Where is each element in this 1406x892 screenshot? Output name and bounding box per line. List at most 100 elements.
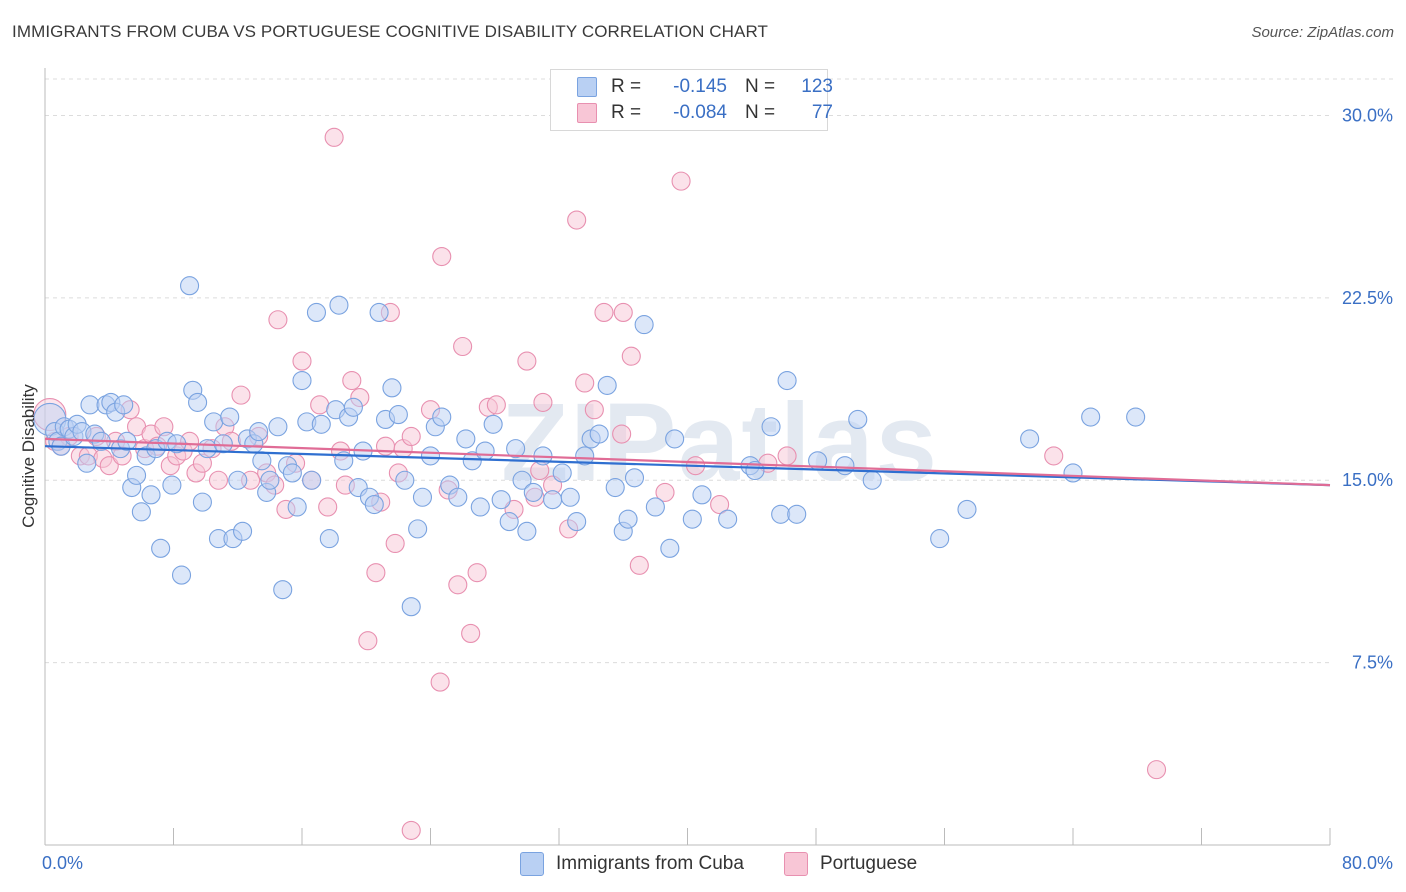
data-point-cuba <box>491 490 511 510</box>
data-point-cuba <box>162 475 182 495</box>
data-point-portuguese <box>231 385 251 405</box>
data-point-cuba <box>957 499 977 519</box>
data-point-cuba <box>127 465 147 485</box>
series-cuba-points <box>33 276 1146 617</box>
data-point-cuba <box>228 470 248 490</box>
data-point-portuguese <box>448 575 468 595</box>
data-point-portuguese <box>621 346 641 366</box>
data-point-cuba <box>575 446 595 466</box>
data-point-portuguese <box>366 563 386 583</box>
legend-item-portuguese[interactable]: Portuguese <box>784 852 917 876</box>
data-point-cuba <box>364 495 384 515</box>
data-point-cuba <box>188 392 208 412</box>
data-point-cuba <box>151 538 171 558</box>
data-point-cuba <box>517 521 537 541</box>
data-point-cuba <box>1126 407 1146 427</box>
data-point-cuba <box>77 453 97 473</box>
data-point-cuba <box>543 490 563 510</box>
data-point-portuguese <box>342 370 362 391</box>
data-point-cuba <box>388 405 408 425</box>
data-point-cuba <box>382 378 402 398</box>
data-point-cuba <box>787 504 807 524</box>
data-point-portuguese <box>613 302 633 322</box>
data-point-portuguese <box>401 820 421 840</box>
data-point-cuba <box>180 276 200 296</box>
data-point-cuba <box>141 485 161 505</box>
data-point-portuguese <box>710 495 730 515</box>
y-axis-label: Cognitive Disability <box>19 384 38 528</box>
data-point-cuba <box>506 439 526 459</box>
data-point-cuba <box>260 470 280 490</box>
data-point-cuba <box>499 512 519 532</box>
data-point-cuba <box>343 397 363 417</box>
data-point-cuba <box>171 565 192 585</box>
data-point-cuba <box>80 395 100 415</box>
data-point-portuguese <box>467 563 487 583</box>
data-point-cuba <box>302 470 322 490</box>
data-point-portuguese <box>461 623 481 643</box>
data-point-cuba <box>268 417 288 437</box>
data-point-cuba <box>197 439 217 459</box>
data-point-cuba <box>220 407 240 427</box>
data-point-portuguese <box>629 555 649 575</box>
data-point-portuguese <box>533 392 553 412</box>
data-point-cuba <box>213 434 233 454</box>
legend-row-cuba: R = -0.145 N = 123 <box>577 75 833 99</box>
data-point-cuba <box>432 407 452 427</box>
data-point-cuba <box>252 451 272 471</box>
data-point-cuba <box>605 477 625 498</box>
y-tick-label: 7.5% <box>1352 653 1393 673</box>
data-point-portuguese <box>594 302 614 322</box>
data-point-cuba <box>745 460 765 481</box>
y-tick-label: 30.0% <box>1342 105 1393 125</box>
data-point-portuguese <box>358 631 378 651</box>
data-point-cuba <box>306 302 327 322</box>
data-point-cuba <box>456 429 476 449</box>
data-point-cuba <box>567 512 587 532</box>
data-point-cuba <box>771 504 791 524</box>
data-point-cuba <box>448 487 468 507</box>
data-point-cuba <box>1081 407 1101 427</box>
data-point-cuba <box>114 395 134 415</box>
legend-row-portuguese: R = -0.084 N = 77 <box>577 101 833 125</box>
data-point-portuguese <box>486 395 506 415</box>
data-point-cuba <box>475 441 495 461</box>
x-tick-labels: 0.0% 80.0% <box>42 853 1393 873</box>
trend-lines <box>44 437 1331 487</box>
data-point-cuba <box>682 509 702 529</box>
data-point-cuba <box>1020 429 1040 449</box>
series-legend: Immigrants from Cuba Portuguese <box>0 852 1406 878</box>
grid-lines <box>45 78 1394 664</box>
data-point-cuba <box>552 463 572 483</box>
stats-legend: R = -0.145 N = 123 R = -0.084 N = 77 <box>550 69 833 131</box>
data-point-cuba <box>862 470 882 490</box>
data-point-portuguese <box>584 400 604 420</box>
data-point-portuguese <box>453 336 473 357</box>
data-point-cuba <box>369 302 389 322</box>
legend-r-label: R = <box>611 76 642 97</box>
data-point-cuba <box>282 463 302 483</box>
legend-item-cuba[interactable]: Immigrants from Cuba <box>520 852 744 876</box>
data-point-cuba <box>131 502 151 522</box>
data-point-portuguese <box>1146 760 1167 780</box>
data-point-portuguese <box>432 246 452 267</box>
legend-swatch-cuba <box>577 77 597 97</box>
legend-n-label: N = <box>745 76 776 97</box>
data-point-cuba <box>395 470 415 490</box>
legend-n-value-portuguese: 77 <box>811 102 833 123</box>
data-point-cuba <box>692 485 712 505</box>
data-point-cuba <box>718 509 738 529</box>
legend-n-label: N = <box>745 102 776 123</box>
data-point-cuba <box>589 424 609 444</box>
data-point-portuguese <box>671 171 691 191</box>
legend-swatch-portuguese <box>784 852 808 876</box>
data-point-portuguese <box>517 351 537 371</box>
data-point-cuba <box>192 492 212 512</box>
data-point-portuguese <box>430 672 450 692</box>
data-point-cuba <box>835 456 855 476</box>
data-point-portuguese <box>324 127 344 147</box>
y-tick-labels: 7.5% 15.0% 22.5% 30.0% <box>1342 105 1393 672</box>
data-point-cuba <box>292 370 312 391</box>
legend-r-label: R = <box>611 102 642 123</box>
legend-label-portuguese: Portuguese <box>820 853 918 874</box>
